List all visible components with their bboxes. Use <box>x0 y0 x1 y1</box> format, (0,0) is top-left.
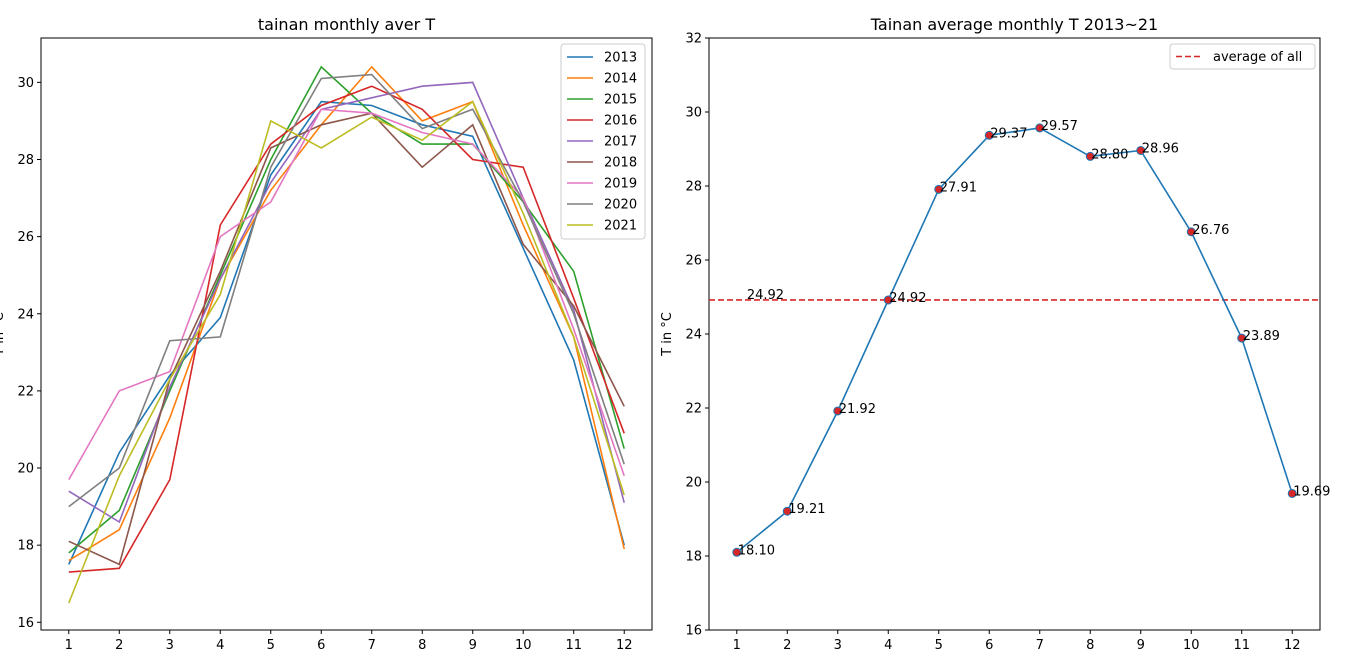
series-line-2014 <box>68 65 625 562</box>
y-tick-label: 28 <box>685 180 702 195</box>
series-line-2018 <box>68 112 625 566</box>
x-tick-label: 3 <box>834 638 842 653</box>
y-tick-label: 16 <box>685 624 702 639</box>
series-line-2020 <box>68 73 625 508</box>
average-series-line <box>736 127 1293 553</box>
x-tick-label: 3 <box>166 638 174 653</box>
legend-label-2016: 2016 <box>604 114 637 129</box>
series-line-2016 <box>68 85 625 573</box>
data-point <box>984 130 994 140</box>
data-point <box>883 295 893 305</box>
x-tick-label: 5 <box>267 638 275 653</box>
data-point <box>1136 145 1146 155</box>
data-label: 27.91 <box>940 180 977 195</box>
x-tick-label: 11 <box>1233 638 1250 653</box>
data-label: 26.76 <box>1192 223 1229 238</box>
data-label: 29.37 <box>990 126 1027 141</box>
y-tick-label: 22 <box>685 402 702 417</box>
legend-box <box>560 43 646 240</box>
legend-label-2019: 2019 <box>604 177 637 192</box>
legend-label-average: average of all <box>1213 50 1302 65</box>
y-tick-label: 24 <box>685 328 702 343</box>
legend: average of all <box>1169 43 1316 70</box>
data-label: 29.57 <box>1041 119 1078 134</box>
y-tick-label: 30 <box>685 106 702 121</box>
x-tick-label: 10 <box>515 638 532 653</box>
data-point <box>1085 151 1095 161</box>
y-tick-label: 24 <box>17 307 34 322</box>
x-tick-label: 8 <box>418 638 426 653</box>
x-tick-label: 7 <box>1036 638 1044 653</box>
data-label: 19.69 <box>1293 484 1330 499</box>
series-line-2013 <box>68 100 625 565</box>
y-tick-label: 16 <box>17 616 34 631</box>
legend-label-2013: 2013 <box>604 51 637 66</box>
data-label: 18.10 <box>738 543 775 558</box>
x-tick-label: 8 <box>1086 638 1094 653</box>
legend-box <box>1169 43 1316 70</box>
legend-label-2014: 2014 <box>604 72 637 87</box>
data-label: 21.92 <box>839 402 876 417</box>
y-tick-label: 18 <box>17 539 34 554</box>
y-axis-label: T in °C <box>0 312 7 357</box>
legend: 2013 2014 2015 2016 2017 2018 2019 2020 2021 <box>560 43 646 240</box>
legend-label-2017: 2017 <box>604 135 637 150</box>
x-tick-label: 10 <box>1183 638 1200 653</box>
y-axis-label: T in °C <box>660 312 675 357</box>
x-tick-label: 1 <box>733 638 741 653</box>
x-tick-label: 2 <box>783 638 791 653</box>
legend-label-2015: 2015 <box>604 93 637 108</box>
series-line-2021 <box>68 100 625 604</box>
plot-frame <box>40 37 653 631</box>
y-tick-label: 20 <box>17 462 34 477</box>
x-tick-label: 11 <box>565 638 582 653</box>
chart-title: Tainan average monthly T 2013~21 <box>870 15 1158 34</box>
data-point <box>833 406 843 416</box>
chart-left-yearly-temperatures: tainan monthly aver T1 2 3 4 5 6 7 8 9 10 11 121618… <box>0 15 653 653</box>
average-line-label: 24.92 <box>747 288 784 303</box>
data-point <box>934 184 944 194</box>
data-point <box>1287 488 1297 498</box>
x-tick-label: 12 <box>1284 638 1301 653</box>
x-tick-label: 6 <box>985 638 993 653</box>
y-tick-label: 18 <box>685 550 702 565</box>
legend-label-2018: 2018 <box>604 156 637 171</box>
x-tick-label: 7 <box>368 638 376 653</box>
chart-right-average-temperature: Tainan average monthly T 2013~211 2 3 4 5 6 7 8… <box>660 15 1330 653</box>
data-point <box>732 547 742 557</box>
y-tick-label: 26 <box>685 254 702 269</box>
x-tick-label: 4 <box>884 638 892 653</box>
data-point <box>1035 123 1045 133</box>
x-tick-label: 6 <box>317 638 325 653</box>
data-point <box>1186 227 1196 237</box>
y-tick-label: 22 <box>17 384 34 399</box>
chart-title: tainan monthly aver T <box>258 15 435 34</box>
data-label: 28.80 <box>1091 147 1128 162</box>
x-tick-label: 4 <box>216 638 224 653</box>
x-tick-label: 2 <box>115 638 123 653</box>
x-tick-label: 1 <box>65 638 73 653</box>
series-line-2019 <box>68 108 625 480</box>
x-tick-label: 9 <box>469 638 477 653</box>
y-tick-label: 28 <box>17 153 34 168</box>
data-point <box>1237 333 1247 343</box>
data-point <box>782 506 792 516</box>
y-tick-label: 30 <box>17 76 34 91</box>
series-line-2015 <box>68 65 625 554</box>
legend-label-2020: 2020 <box>604 198 637 213</box>
data-label: 24.92 <box>889 291 926 306</box>
y-tick-label: 20 <box>685 476 702 491</box>
data-label: 19.21 <box>788 502 825 517</box>
x-tick-label: 5 <box>935 638 943 653</box>
legend-label-2021: 2021 <box>604 219 637 234</box>
x-tick-label: 9 <box>1137 638 1145 653</box>
data-label: 28.96 <box>1142 141 1179 156</box>
y-tick-label: 26 <box>17 230 34 245</box>
x-tick-label: 12 <box>616 638 633 653</box>
data-label: 23.89 <box>1243 329 1280 344</box>
y-tick-label: 32 <box>685 32 702 47</box>
